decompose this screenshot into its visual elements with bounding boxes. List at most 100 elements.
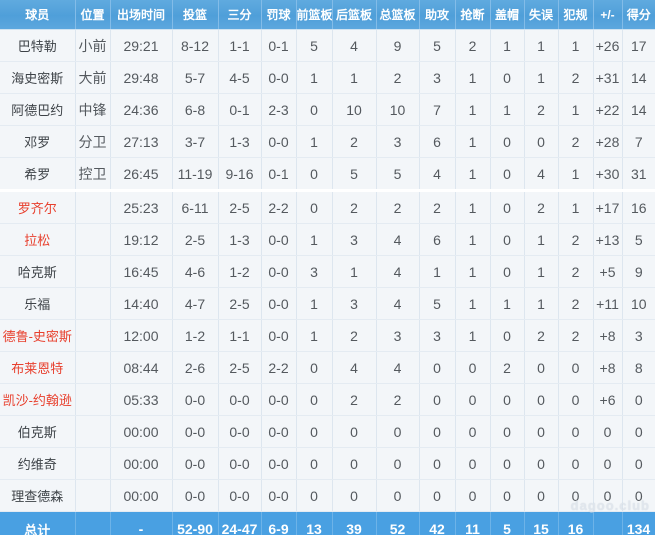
stat-cell-pm: +30 bbox=[593, 157, 623, 192]
stat-cell-pm: +13 bbox=[593, 223, 623, 256]
player-name-cell[interactable]: 约维奇 bbox=[0, 447, 76, 480]
stat-cell-pm: +5 bbox=[593, 255, 623, 288]
stat-cell-fg: 0-0 bbox=[172, 447, 219, 480]
player-name-cell[interactable]: 理查德森 bbox=[0, 479, 76, 512]
col-header-fg: 投篮 bbox=[172, 0, 219, 30]
stat-cell-blk: 0 bbox=[490, 447, 525, 480]
player-name-cell[interactable]: 伯克斯 bbox=[0, 415, 76, 448]
table-row: 哈克斯 16:45 4-6 1-2 0-0 3 1 4 1 1 0 1 2 +5 9 bbox=[0, 255, 655, 288]
stat-cell-pts: 8 bbox=[622, 351, 655, 384]
player-name-cell[interactable]: 布莱恩特 bbox=[0, 351, 76, 384]
stat-cell-stl: 1 bbox=[455, 93, 491, 126]
stat-cell-ft: 0-0 bbox=[261, 255, 297, 288]
stat-cell-ast: 2 bbox=[419, 190, 456, 224]
stat-cell-time: 27:13 bbox=[110, 125, 173, 158]
stat-cell-pos bbox=[75, 255, 111, 288]
stat-cell-ft: 0-0 bbox=[261, 447, 297, 480]
player-name-cell[interactable]: 哈克斯 bbox=[0, 255, 76, 288]
stat-cell-ast: 0 bbox=[419, 383, 456, 416]
stat-cell-time: 29:48 bbox=[110, 61, 173, 94]
stat-cell-fg: 0-0 bbox=[172, 479, 219, 512]
col-header-tov: 失误 bbox=[524, 0, 559, 30]
stat-cell-pf: 0 bbox=[558, 351, 594, 384]
stat-cell-orb: 0 bbox=[296, 447, 333, 480]
player-name-cell[interactable]: 巴特勒 bbox=[0, 29, 76, 62]
col-header-tp: 三分 bbox=[218, 0, 262, 30]
stat-cell-stl: 0 bbox=[455, 447, 491, 480]
stat-cell-trb: 4 bbox=[376, 287, 420, 320]
player-name-cell[interactable]: 邓罗 bbox=[0, 125, 76, 158]
player-name-cell[interactable]: 罗齐尔 bbox=[0, 190, 76, 224]
stat-cell-tp: 0-1 bbox=[218, 93, 262, 126]
stat-cell-ft: 6-9 bbox=[261, 511, 297, 535]
stat-cell-pos bbox=[75, 415, 111, 448]
stat-cell-tp: 1-1 bbox=[218, 319, 262, 352]
stat-cell-stl: 0 bbox=[455, 479, 491, 512]
table-row: 乐福 14:40 4-7 2-5 0-0 1 3 4 5 1 1 1 2 +11 10 bbox=[0, 287, 655, 320]
stat-cell-fg: 1-2 bbox=[172, 319, 219, 352]
stat-cell-pm: +8 bbox=[593, 351, 623, 384]
stat-cell-pm bbox=[593, 511, 623, 535]
player-name-cell[interactable]: 乐福 bbox=[0, 287, 76, 320]
stat-cell-fg: 11-19 bbox=[172, 157, 219, 192]
col-header-pts: 得分 bbox=[622, 0, 655, 30]
col-header-time: 出场时间 bbox=[110, 0, 173, 30]
stat-cell-trb: 3 bbox=[376, 319, 420, 352]
col-header-trb: 总篮板 bbox=[376, 0, 420, 30]
stat-cell-pf: 0 bbox=[558, 447, 594, 480]
stat-cell-time: 14:40 bbox=[110, 287, 173, 320]
stat-cell-drb: 0 bbox=[332, 415, 377, 448]
stat-cell-time: 08:44 bbox=[110, 351, 173, 384]
stat-cell-fg: 8-12 bbox=[172, 29, 219, 62]
table-row: 布莱恩特 08:44 2-6 2-5 2-2 0 4 4 0 0 2 0 0 +8 8 bbox=[0, 351, 655, 384]
stat-cell-drb: 0 bbox=[332, 447, 377, 480]
stat-cell-pos bbox=[75, 383, 111, 416]
stat-cell-ast: 5 bbox=[419, 287, 456, 320]
stat-cell-pm: +6 bbox=[593, 383, 623, 416]
stat-cell-tov: 1 bbox=[524, 255, 559, 288]
stat-cell-time: 00:00 bbox=[110, 415, 173, 448]
stat-cell-tov: 1 bbox=[524, 223, 559, 256]
player-name-cell[interactable]: 希罗 bbox=[0, 157, 76, 192]
stat-cell-tp: 24-47 bbox=[218, 511, 262, 535]
stat-cell-ast: 0 bbox=[419, 479, 456, 512]
stat-cell-tp: 0-0 bbox=[218, 383, 262, 416]
stat-cell-pf: 1 bbox=[558, 157, 594, 192]
stat-cell-stl: 11 bbox=[455, 511, 491, 535]
stat-cell-pts: 134 bbox=[622, 511, 655, 535]
stat-cell-tp: 0-0 bbox=[218, 447, 262, 480]
stat-cell-stl: 0 bbox=[455, 415, 491, 448]
stat-cell-orb: 1 bbox=[296, 319, 333, 352]
stat-cell-orb: 13 bbox=[296, 511, 333, 535]
stat-cell-trb: 52 bbox=[376, 511, 420, 535]
stat-cell-time: 00:00 bbox=[110, 447, 173, 480]
stat-cell-fg: 2-6 bbox=[172, 351, 219, 384]
stat-cell-tp: 0-0 bbox=[218, 479, 262, 512]
stat-cell-pm: +31 bbox=[593, 61, 623, 94]
stat-cell-blk: 0 bbox=[490, 479, 525, 512]
stat-cell-tp: 2-5 bbox=[218, 190, 262, 224]
stat-cell-pos bbox=[75, 223, 111, 256]
stat-cell-pos bbox=[75, 447, 111, 480]
stat-cell-tov: 1 bbox=[524, 287, 559, 320]
stat-cell-time: 25:23 bbox=[110, 190, 173, 224]
player-name-cell[interactable]: 凯沙-约翰逊 bbox=[0, 383, 76, 416]
stat-cell-blk: 0 bbox=[490, 157, 525, 192]
stat-cell-blk: 1 bbox=[490, 29, 525, 62]
stat-cell-trb: 10 bbox=[376, 93, 420, 126]
table-row: 巴特勒 小前 29:21 8-12 1-1 0-1 5 4 9 5 2 1 1 1 +26 17 bbox=[0, 29, 655, 62]
stat-cell-pm: 0 bbox=[593, 447, 623, 480]
player-name-cell[interactable]: 阿德巴约 bbox=[0, 93, 76, 126]
totals-label-cell: 总计 bbox=[0, 511, 76, 535]
player-name-cell[interactable]: 德鲁-史密斯 bbox=[0, 319, 76, 352]
stat-cell-stl: 1 bbox=[455, 319, 491, 352]
table-row: 罗齐尔 25:23 6-11 2-5 2-2 0 2 2 2 1 0 2 1 +17 16 bbox=[0, 190, 655, 224]
player-name-cell[interactable]: 拉松 bbox=[0, 223, 76, 256]
stat-cell-time: 05:33 bbox=[110, 383, 173, 416]
stat-cell-ft: 0-0 bbox=[261, 61, 297, 94]
player-name-cell[interactable]: 海史密斯 bbox=[0, 61, 76, 94]
stat-cell-pts: 16 bbox=[622, 190, 655, 224]
stat-cell-drb: 2 bbox=[332, 383, 377, 416]
stat-cell-orb: 1 bbox=[296, 61, 333, 94]
